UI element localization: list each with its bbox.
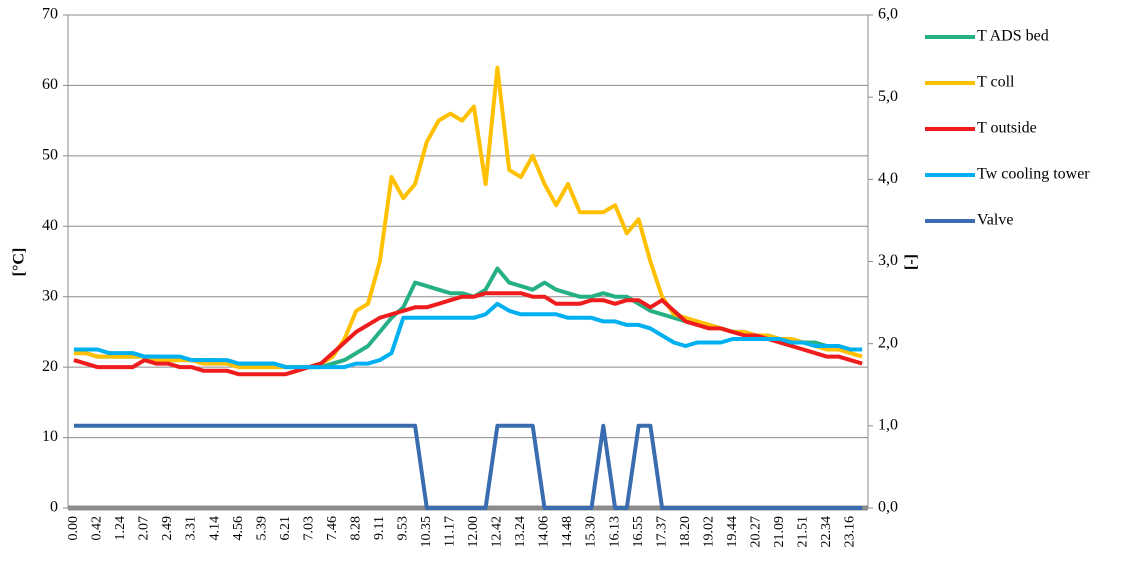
x-tick-label: 5.39 xyxy=(254,516,269,541)
x-tick-label: 18.20 xyxy=(678,516,693,548)
legend-label: T ADS bed xyxy=(977,28,1049,45)
x-tick-label: 23.16 xyxy=(843,516,858,548)
y-tick-label: 30 xyxy=(42,287,58,304)
y2-tick-label: 1,0 xyxy=(878,417,898,434)
x-tick-label: 11.17 xyxy=(443,516,458,547)
x-tick-label: 21.51 xyxy=(796,516,811,548)
legend-label: Valve xyxy=(977,212,1013,229)
x-tick-label: 12.42 xyxy=(490,516,505,548)
x-tick-label: 9.53 xyxy=(396,516,411,541)
y2-tick-label: 2,0 xyxy=(878,334,898,351)
legend-label: Tw cooling tower xyxy=(977,166,1090,183)
y-tick-label: 60 xyxy=(42,76,58,93)
y-tick-label: 70 xyxy=(42,6,58,23)
x-tick-label: 21.09 xyxy=(772,516,787,548)
x-tick-label: 2.07 xyxy=(137,516,152,541)
x-tick-label: 17.37 xyxy=(654,516,669,548)
x-tick-label: 3.31 xyxy=(184,516,199,541)
series-line xyxy=(73,301,863,370)
x-tick-label: 0.00 xyxy=(66,516,81,541)
y2-tick-label: 4,0 xyxy=(878,170,898,187)
x-tick-label: 16.55 xyxy=(631,516,646,548)
y-axis-label: [°C] xyxy=(11,248,28,277)
x-tick-label: 12.00 xyxy=(466,516,481,548)
x-tick-label: 19.02 xyxy=(701,516,716,548)
series-line xyxy=(73,65,863,370)
y-tick-label: 0 xyxy=(50,499,58,516)
legend-label: T coll xyxy=(977,74,1015,91)
x-tick-label: 7.46 xyxy=(325,516,340,541)
y-tick-label: 40 xyxy=(42,217,58,234)
x-tick-label: 6.21 xyxy=(278,516,293,541)
legend-label: T outside xyxy=(977,120,1037,137)
y2-axis-label: [-] xyxy=(903,254,920,270)
x-tick-label: 20.27 xyxy=(748,516,763,548)
y-tick-label: 50 xyxy=(42,147,58,164)
x-tick-label: 8.28 xyxy=(348,516,363,541)
x-tick-label: 19.44 xyxy=(725,516,740,548)
x-tick-label: 2.49 xyxy=(160,516,175,541)
x-tick-label: 7.03 xyxy=(301,516,316,541)
x-tick-label: 9.11 xyxy=(372,516,387,540)
y2-tick-label: 0,0 xyxy=(878,499,898,516)
x-tick-label: 1.24 xyxy=(113,516,128,541)
x-tick-label: 16.13 xyxy=(607,516,622,548)
y-tick-label: 20 xyxy=(42,358,58,375)
x-tick-label: 4.14 xyxy=(207,516,222,541)
y-tick-label: 10 xyxy=(42,428,58,445)
y2-tick-label: 3,0 xyxy=(878,252,898,269)
series-line xyxy=(73,423,863,510)
x-tick-label: 13.24 xyxy=(513,516,528,548)
x-tick-label: 14.06 xyxy=(537,516,552,548)
x-tick-label: 10.35 xyxy=(419,516,434,548)
x-tick-label: 22.34 xyxy=(819,516,834,548)
series-line xyxy=(73,291,863,377)
y2-tick-label: 5,0 xyxy=(878,88,898,105)
x-tick-label: 0.42 xyxy=(90,516,105,541)
x-tick-label: 14.48 xyxy=(560,516,575,548)
y2-tick-label: 6,0 xyxy=(878,6,898,23)
x-tick-label: 15.30 xyxy=(584,516,599,548)
x-tick-label: 4.56 xyxy=(231,516,246,541)
